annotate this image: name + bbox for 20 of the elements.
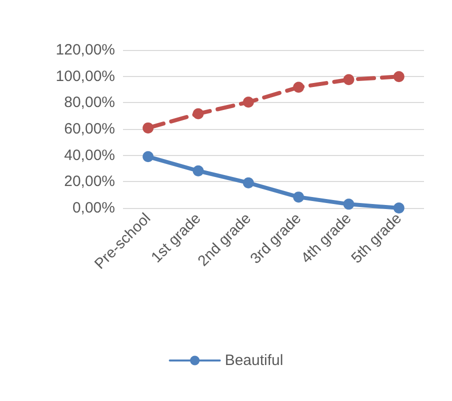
point <box>293 192 304 203</box>
y-tick-label: 120,00% <box>56 42 115 58</box>
point <box>142 122 154 134</box>
y-tick-label: 60,00% <box>64 120 115 138</box>
y-tick-label: 100,00% <box>56 68 115 85</box>
y-tick-label: 40,00% <box>64 146 115 164</box>
point <box>192 165 204 176</box>
legend-label: Beautiful <box>224 352 284 369</box>
point <box>343 198 354 210</box>
point <box>293 82 304 93</box>
point <box>242 177 254 188</box>
point <box>343 74 354 86</box>
y-tick-label: 20,00% <box>64 173 115 190</box>
point <box>142 151 154 162</box>
point <box>393 202 404 214</box>
point <box>242 96 254 108</box>
point <box>192 108 204 120</box>
y-tick-label: 0,00% <box>72 200 115 216</box>
y-tick-label: 80,00% <box>64 94 115 112</box>
point <box>393 71 404 82</box>
